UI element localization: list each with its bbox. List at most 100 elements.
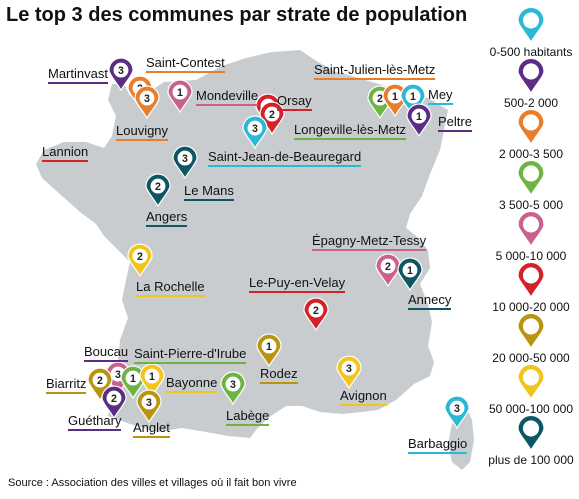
label-epagny-metz-tessy: Épagny-Metz-Tessy: [312, 233, 427, 251]
label-mondeville: Mondeville: [196, 88, 259, 106]
pin-19-rank: 3: [346, 363, 352, 375]
pin-14: 2: [127, 243, 153, 278]
legend-pin-7-disc: [522, 318, 540, 335]
pin-7: 3: [242, 115, 268, 150]
pin-18: 1: [256, 333, 282, 368]
legend-pin-1-disc: [522, 12, 540, 29]
label-orsay: Orsay: [277, 93, 312, 111]
pin-15: 2: [375, 253, 401, 288]
pin-14-disc: [132, 248, 148, 264]
legend-label: 3 500-5 000: [498, 198, 564, 212]
pin-3-rank: 3: [144, 93, 150, 105]
pin-23-rank: 1: [149, 371, 155, 383]
pin-9-disc: [150, 178, 166, 194]
legend-item: 5 000-10 000: [486, 248, 576, 263]
pin-1: 3: [108, 57, 134, 92]
legend-label: 500-2 000: [503, 96, 559, 110]
legend-label: 2 000-3 500: [498, 147, 564, 161]
legend-item: 10 000-20 000: [486, 299, 576, 314]
pin-17: 2: [303, 297, 329, 332]
pin-7-disc: [247, 120, 263, 136]
pin-3: 3: [134, 85, 160, 120]
pin-25-disc: [141, 394, 157, 410]
pin-21-disc: [92, 372, 108, 388]
pin-4-disc: [172, 84, 188, 100]
legend-item: 3 500-5 000: [486, 197, 576, 212]
pin-4-rank: 1: [177, 87, 183, 99]
label-lannion: Lannion: [42, 144, 89, 162]
label-saint-julien-les-metz: Saint-Julien-lès-Metz: [314, 62, 436, 80]
legend-pin-6: [517, 261, 545, 299]
pin-8-rank: 3: [182, 153, 188, 165]
pin-20-rank: 3: [115, 369, 121, 381]
pin-12-rank: 1: [410, 91, 416, 103]
pin-10-rank: 2: [377, 93, 383, 105]
label-saint-pierre-d-irube: Saint-Pierre-d'Irube: [134, 346, 247, 364]
pin-15-rank: 2: [385, 261, 391, 273]
pin-22-rank: 1: [130, 373, 136, 385]
label-labege: Labège: [226, 408, 270, 426]
pin-22-disc: [125, 370, 141, 386]
legend-label: 10 000-20 000: [492, 300, 570, 314]
label-longeville-les-metz: Longeville-lès-Metz: [294, 122, 406, 140]
pin-9: 2: [145, 173, 171, 208]
pin-25: 3: [136, 389, 162, 424]
pin-13: 1: [406, 103, 432, 138]
legend-pin-5-disc: [522, 216, 540, 233]
label-bayonne: Bayonne: [166, 375, 218, 393]
label-saint-jean-de-beauregard: Saint-Jean-de-Beauregard: [208, 149, 362, 167]
pin-16-disc: [402, 262, 418, 278]
legend-item: 50 000-100 000: [486, 401, 576, 416]
legend-item: 500-2 000: [486, 95, 576, 110]
pin-11-rank: 1: [392, 91, 398, 103]
legend-pin-1: [517, 6, 545, 44]
legend-pin-9-disc: [522, 420, 540, 437]
pin-4: 1: [167, 79, 193, 114]
pin-12-disc: [405, 88, 421, 104]
label-avignon: Avignon: [340, 388, 387, 406]
pin-1-rank: 3: [118, 65, 124, 77]
pin-16: 1: [397, 257, 423, 292]
label-martinvast: Martinvast: [48, 66, 108, 84]
pin-17-disc: [308, 302, 324, 318]
legend-item: plus de 100 000: [486, 452, 576, 467]
pin-26-rank: 3: [230, 379, 236, 391]
pin-8-disc: [177, 150, 193, 166]
pin-27-rank: 3: [454, 403, 460, 415]
pin-25-rank: 3: [146, 397, 152, 409]
pin-6-disc: [264, 106, 280, 122]
pin-21-rank: 2: [97, 375, 103, 387]
label-guethary: Guéthary: [68, 413, 122, 431]
legend-label: 5 000-10 000: [495, 249, 567, 263]
pin-12: 1: [400, 83, 426, 118]
legend-pin-4-disc: [522, 165, 540, 182]
label-barbaggio: Barbaggio: [408, 436, 468, 454]
france-mainland: [36, 50, 448, 438]
label-rodez: Rodez: [260, 366, 298, 384]
label-peltre: Peltre: [438, 114, 472, 132]
pin-7-rank: 3: [252, 123, 258, 135]
pin-26: 3: [220, 371, 246, 406]
label-angers: Angers: [146, 209, 188, 227]
legend-pin-2-disc: [522, 63, 540, 80]
pin-24-disc: [106, 390, 122, 406]
pin-15-disc: [380, 258, 396, 274]
pin-3-disc: [139, 90, 155, 106]
label-annecy: Annecy: [408, 292, 452, 310]
legend-pin-6-disc: [522, 267, 540, 284]
legend-item: 0-500 habitants: [486, 44, 576, 59]
legend-label: 50 000-100 000: [488, 402, 574, 416]
pin-23: 1: [139, 363, 165, 398]
pin-8: 3: [172, 145, 198, 180]
legend-pin-4: [517, 159, 545, 197]
label-anglet: Anglet: [133, 420, 170, 438]
legend-pin-2: [517, 57, 545, 95]
pin-16-rank: 1: [407, 265, 413, 277]
legend-label: plus de 100 000: [488, 453, 574, 467]
pin-26-disc: [225, 376, 241, 392]
legend-item: 2 000-3 500: [486, 146, 576, 161]
pin-23-disc: [144, 368, 160, 384]
pin-18-disc: [261, 338, 277, 354]
pin-13-disc: [411, 108, 427, 124]
pins-layer: 323112332211122121332112333: [87, 57, 470, 430]
